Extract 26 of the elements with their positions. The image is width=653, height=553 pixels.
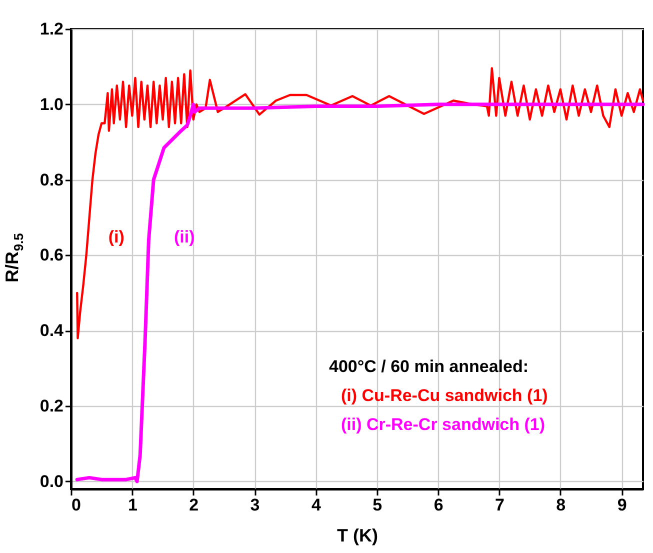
text: (ii) Cr-Re-Cr sandwich (1): [340, 414, 546, 434]
y-tick-label: 0.0: [40, 472, 64, 491]
x-tick-label: 8: [556, 496, 566, 514]
x-tick-label: 7: [495, 496, 504, 514]
legend-title: 400°C / 60 min annealed:: [328, 356, 529, 376]
x-tick-label: 0: [72, 496, 81, 514]
x-axis-title: T (K): [337, 526, 378, 546]
x-tick-label: 9: [617, 496, 627, 514]
x-tick-label: 2: [189, 496, 199, 514]
annotation: (i): [108, 227, 124, 246]
y-tick-label: 0.4: [40, 321, 64, 340]
x-tick-label: 3: [250, 496, 260, 514]
y-tick-label: 0.2: [40, 396, 64, 416]
text: (i) Cu-Re-Cu sandwich (1): [340, 386, 548, 405]
x-tick-label: 5: [372, 496, 382, 514]
annotation: (ii): [174, 227, 195, 246]
y-tick-label: 1.2: [40, 20, 64, 38]
y-axis-title: R/R9.5: [2, 233, 26, 282]
y-tick-label: 0.6: [40, 246, 64, 265]
line-series: [76, 67, 644, 340]
line-series: [75, 102, 645, 484]
y-tick-label: 1.0: [40, 94, 64, 114]
x-tick-label: 1: [128, 496, 138, 514]
x-tick-label: 6: [434, 496, 444, 514]
y-tick-label: 0.8: [40, 170, 64, 190]
x-tick-label: 4: [311, 496, 322, 514]
